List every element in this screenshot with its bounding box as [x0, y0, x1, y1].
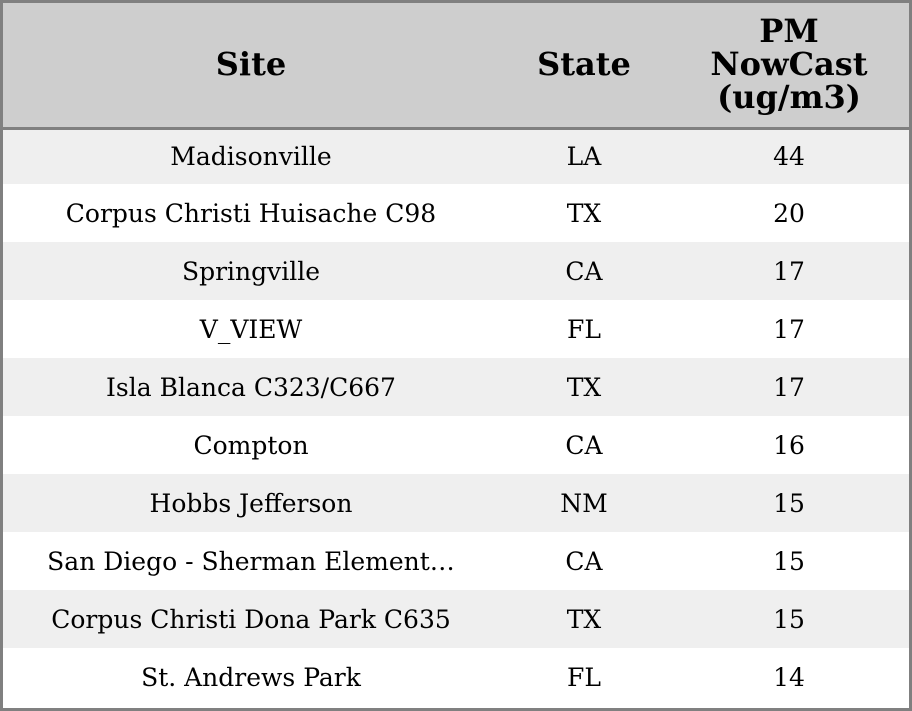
- cell-state: FL: [567, 314, 601, 344]
- cell-site: Madisonville: [170, 142, 332, 172]
- table-row: Isla Blanca C323/C667 TX 17: [3, 358, 909, 416]
- table-row: Madisonville LA 44: [3, 128, 909, 184]
- cell-site: Corpus Christi Huisache C98: [65, 198, 437, 228]
- column-header-state: State: [499, 3, 669, 130]
- table-header-row: Site State PM NowCast (ug/m3): [3, 3, 909, 130]
- cell-state: CA: [565, 256, 603, 286]
- cell-site: Compton: [193, 430, 309, 460]
- cell-site: St. Andrews Park: [141, 662, 361, 692]
- table-row: Springville CA 17: [3, 242, 909, 300]
- cell-state: CA: [565, 430, 603, 460]
- cell-pm-nowcast: 44: [773, 142, 805, 172]
- table-row: Hobbs Jefferson NM 15: [3, 474, 909, 532]
- table-row: St. Andrews Park FL 14: [3, 648, 909, 706]
- cell-pm-nowcast: 15: [773, 546, 805, 576]
- cell-state: NM: [560, 488, 608, 518]
- cell-site: Isla Blanca C323/C667: [106, 372, 396, 402]
- table-row: Compton CA 16: [3, 416, 909, 474]
- cell-pm-nowcast: 17: [773, 372, 805, 402]
- table-row: Corpus Christi Dona Park C635 TX 15: [3, 590, 909, 648]
- cell-pm-nowcast: 15: [773, 604, 805, 634]
- cell-state: LA: [566, 142, 602, 172]
- column-header-site: Site: [3, 3, 499, 130]
- table-row: Corpus Christi Huisache C98 TX 20: [3, 184, 909, 242]
- cell-pm-nowcast: 17: [773, 314, 805, 344]
- cell-site: V_VIEW: [199, 314, 303, 344]
- cell-pm-nowcast: 17: [773, 256, 805, 286]
- cell-pm-nowcast: 20: [773, 198, 805, 228]
- table-row: San Diego - Sherman Element… CA 15: [3, 532, 909, 590]
- cell-pm-nowcast: 14: [773, 662, 805, 692]
- cell-site: Hobbs Jefferson: [149, 488, 353, 518]
- pm-nowcast-table: Site State PM NowCast (ug/m3) Madisonville…: [3, 3, 909, 706]
- cell-site: San Diego - Sherman Element…: [47, 546, 455, 576]
- cell-state: FL: [567, 662, 601, 692]
- table-body: Madisonville LA 44 Corpus Christi Huisache …: [3, 128, 909, 706]
- column-header-pm-nowcast: PM NowCast (ug/m3): [669, 3, 909, 130]
- cell-pm-nowcast: 16: [773, 430, 805, 460]
- table-row: V_VIEW FL 17: [3, 300, 909, 358]
- cell-site: Springville: [181, 256, 321, 286]
- cell-state: TX: [566, 198, 602, 228]
- cell-state: TX: [566, 372, 602, 402]
- cell-state: TX: [566, 604, 602, 634]
- cell-site: Corpus Christi Dona Park C635: [51, 604, 451, 634]
- cell-pm-nowcast: 15: [773, 488, 805, 518]
- cell-state: CA: [565, 546, 603, 576]
